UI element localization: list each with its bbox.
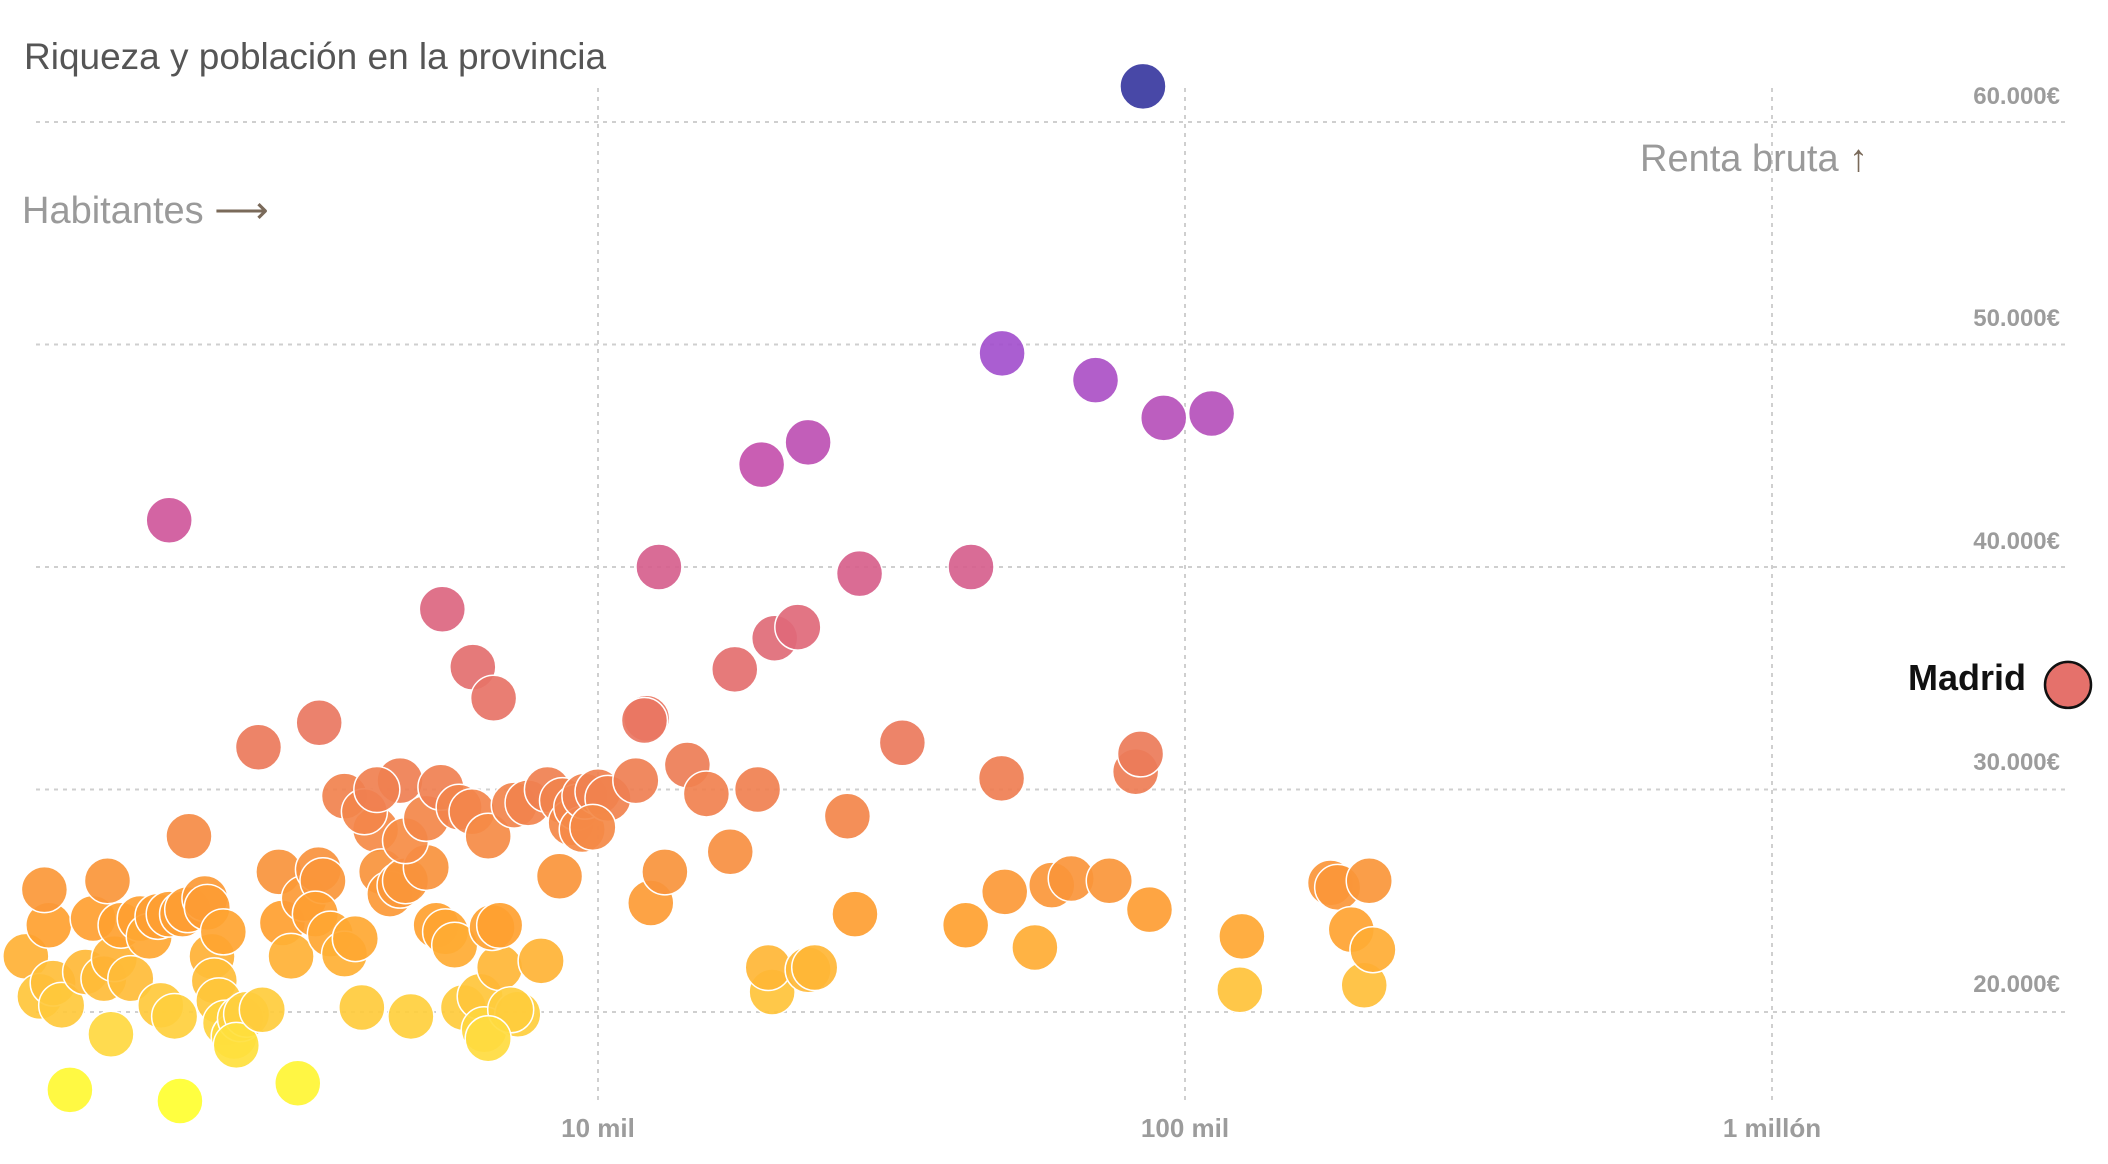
data-point[interactable]: [947, 543, 995, 591]
data-point[interactable]: [1071, 356, 1120, 404]
data-point[interactable]: [469, 674, 518, 723]
data-point[interactable]: [1125, 885, 1174, 934]
data-point[interactable]: [620, 696, 669, 745]
madrid-label: Madrid: [1908, 657, 2027, 698]
highlight-marker: [2043, 660, 2093, 710]
data-point[interactable]: [682, 770, 731, 818]
data-point[interactable]: [20, 865, 69, 914]
data-point[interactable]: [635, 543, 683, 591]
data-point[interactable]: [1187, 389, 1236, 438]
data-point[interactable]: [831, 890, 879, 938]
data-point[interactable]: [464, 1014, 512, 1063]
data-point[interactable]: [150, 992, 199, 1041]
data-point[interactable]: [977, 754, 1026, 803]
data-point[interactable]: [784, 418, 832, 467]
data-point[interactable]: [790, 943, 839, 992]
data-point[interactable]: [475, 901, 524, 949]
data-point[interactable]: [823, 792, 872, 840]
data-point[interactable]: [980, 868, 1029, 916]
data-point[interactable]: [418, 585, 467, 634]
data-point[interactable]: [1139, 394, 1188, 442]
data-point[interactable]: [535, 852, 584, 901]
data-point[interactable]: [569, 803, 617, 852]
data-point[interactable]: [1345, 856, 1393, 905]
data-point[interactable]: [107, 954, 155, 1003]
x-axis-hint: Habitantes ⟶: [22, 188, 269, 233]
data-point[interactable]: [199, 908, 248, 956]
data-point[interactable]: [878, 719, 927, 767]
data-point[interactable]: [1218, 912, 1266, 961]
x-axis-hint-text: Habitantes: [22, 190, 204, 232]
data-point[interactable]: [156, 1077, 204, 1125]
data-point[interactable]: [1011, 923, 1059, 972]
data-point[interactable]: [238, 986, 287, 1034]
data-point[interactable]: [641, 848, 689, 896]
data-point[interactable]: [267, 932, 315, 981]
data-point[interactable]: [331, 914, 380, 963]
data-point[interactable]: [733, 765, 782, 814]
data-point[interactable]: [145, 496, 193, 545]
x-tick-label: 100 mil: [1140, 1113, 1230, 1143]
y-axis-hint-text: Renta bruta: [1640, 138, 1839, 180]
x-tick-label: 1 millón: [1722, 1113, 1822, 1143]
y-tick-label: 20.000€: [1973, 971, 2060, 998]
right-arrow-icon: ⟶: [214, 190, 269, 232]
y-axis-hint: Renta bruta ↑: [1640, 138, 1868, 181]
madrid-point[interactable]: [2043, 660, 2093, 710]
y-tick-label: 50.000€: [1973, 305, 2060, 332]
data-point[interactable]: [774, 603, 822, 651]
data-point[interactable]: [83, 856, 132, 905]
data-point[interactable]: [744, 943, 793, 992]
y-tick-label: 40.000€: [1973, 528, 2060, 555]
data-point[interactable]: [1349, 925, 1397, 974]
data-point[interactable]: [464, 812, 512, 860]
data-point[interactable]: [1085, 856, 1134, 905]
y-tick-label: 30.000€: [1973, 749, 2060, 776]
data-point[interactable]: [517, 937, 565, 985]
data-point[interactable]: [1119, 62, 1167, 111]
data-point[interactable]: [941, 901, 990, 949]
chart-title: Riqueza y población en la provincia: [24, 36, 607, 77]
data-point[interactable]: [1116, 730, 1165, 778]
data-point[interactable]: [37, 981, 86, 1030]
data-point[interactable]: [338, 983, 386, 1032]
data-point[interactable]: [46, 1066, 94, 1114]
data-point[interactable]: [234, 723, 283, 771]
data-point[interactable]: [165, 812, 213, 860]
data-point[interactable]: [1216, 966, 1264, 1014]
data-point[interactable]: [612, 756, 660, 805]
data-point[interactable]: [835, 549, 884, 598]
data-point[interactable]: [737, 440, 786, 489]
data-point[interactable]: [711, 645, 759, 694]
data-point[interactable]: [212, 1021, 261, 1070]
x-tick-label: 10 mil: [561, 1113, 635, 1143]
data-point[interactable]: [295, 699, 343, 747]
data-point[interactable]: [387, 992, 435, 1041]
data-point[interactable]: [87, 1010, 135, 1058]
grid-lines: [36, 88, 2070, 1100]
data-point[interactable]: [274, 1059, 322, 1107]
data-points: [2, 62, 1397, 1125]
data-point[interactable]: [475, 943, 524, 992]
y-tick-label: 60.000€: [1973, 83, 2060, 110]
up-arrow-icon: ↑: [1849, 138, 1869, 180]
data-point[interactable]: [353, 765, 401, 814]
data-point[interactable]: [706, 828, 755, 876]
data-point[interactable]: [978, 329, 1026, 378]
